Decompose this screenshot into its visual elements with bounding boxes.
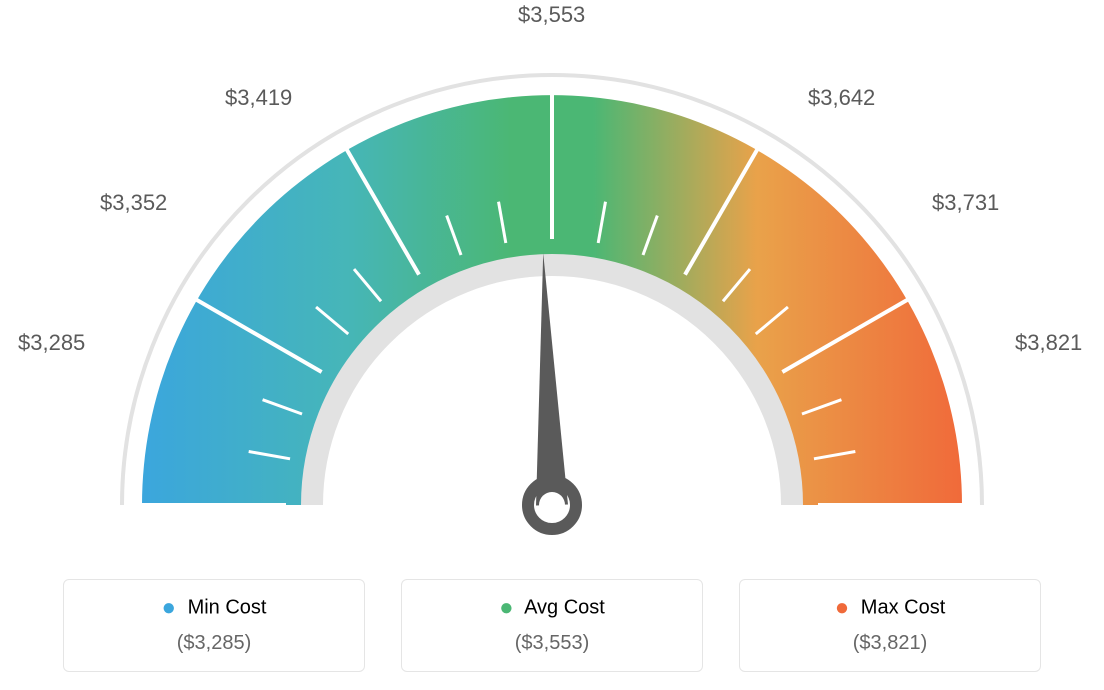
gauge-tick-label: $3,821 xyxy=(1015,330,1082,356)
avg-cost-dot-icon: ● xyxy=(499,594,514,621)
gauge-tick-label: $3,731 xyxy=(932,190,999,216)
gauge-svg xyxy=(0,0,1104,560)
min-cost-dot-icon: ● xyxy=(162,594,177,621)
gauge-tick-label: $3,285 xyxy=(18,330,85,356)
gauge-chart-container: $3,285 $3,352 $3,419 $3,553 $3,642 $3,731 $3,8… xyxy=(0,0,1104,690)
avg-cost-title: ● Avg Cost xyxy=(402,594,702,622)
min-cost-card: ● Min Cost ($3,285) xyxy=(63,579,365,672)
min-cost-label: Min Cost xyxy=(188,596,267,618)
gauge-needle xyxy=(536,253,568,505)
gauge-tick-label: $3,352 xyxy=(100,190,167,216)
gauge-tick-label: $3,642 xyxy=(808,85,875,111)
gauge-tick-label: $3,419 xyxy=(225,85,292,111)
max-cost-card: ● Max Cost ($3,821) xyxy=(739,579,1041,672)
max-cost-dot-icon: ● xyxy=(835,594,850,621)
avg-cost-label: Avg Cost xyxy=(524,596,605,618)
avg-cost-card: ● Avg Cost ($3,553) xyxy=(401,579,703,672)
max-cost-value: ($3,821) xyxy=(740,632,1040,655)
gauge-area: $3,285 $3,352 $3,419 $3,553 $3,642 $3,731 $3,8… xyxy=(0,0,1104,560)
max-cost-label: Max Cost xyxy=(861,596,945,618)
gauge-tick-label: $3,553 xyxy=(518,2,585,28)
min-cost-title: ● Min Cost xyxy=(64,594,364,622)
legend-row: ● Min Cost ($3,285) ● Avg Cost ($3,553) … xyxy=(0,579,1104,672)
gauge-needle-hub-hole xyxy=(539,492,565,518)
min-cost-value: ($3,285) xyxy=(64,632,364,655)
avg-cost-value: ($3,553) xyxy=(402,632,702,655)
max-cost-title: ● Max Cost xyxy=(740,594,1040,622)
